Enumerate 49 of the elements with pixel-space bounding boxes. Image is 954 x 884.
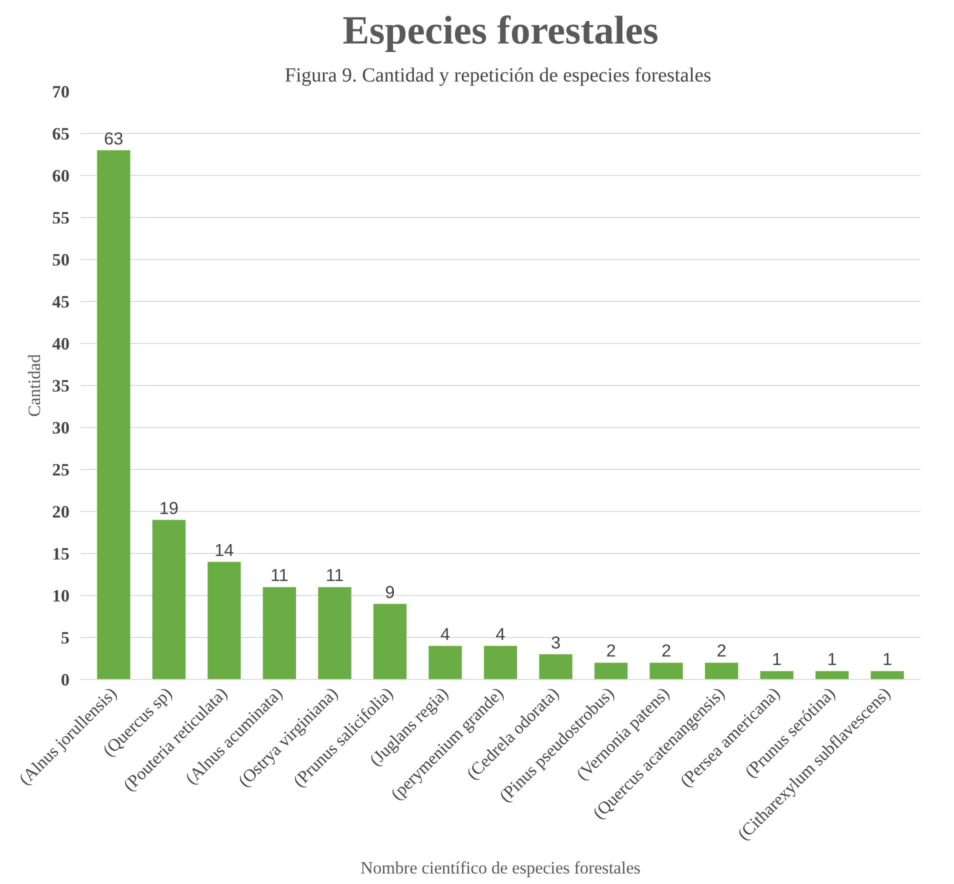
y-tick-label: 60 [52,166,70,186]
bar [539,654,572,680]
data-label: 63 [104,128,124,148]
bar [373,604,407,680]
y-tick-label: 55 [52,208,70,228]
bar [704,662,738,680]
bar [318,587,352,680]
bar [594,662,628,680]
y-tick-label: 20 [52,502,70,522]
data-label: 9 [385,582,395,602]
bar [208,562,241,680]
y-tick-label: 65 [52,124,70,144]
data-label: 1 [882,649,892,670]
data-label: 1 [827,649,837,670]
bar [760,671,794,680]
bar [816,671,849,680]
y-tick-label: 0 [60,670,70,690]
bar [484,646,518,680]
y-axis-title: Cantidad [25,354,44,417]
data-label: 2 [661,640,672,661]
bar [870,671,904,680]
data-label: 14 [214,540,234,560]
y-tick-label: 5 [60,628,70,648]
y-tick-label: 25 [52,460,70,480]
bar [650,662,683,680]
bar [262,587,296,680]
y-tick-label: 45 [52,292,70,312]
y-tick-label: 35 [52,376,70,396]
data-label: 4 [440,624,450,644]
data-label: 19 [159,498,179,518]
chart-title: Especies forestales [342,8,658,52]
y-tick-label: 70 [52,82,70,102]
bar [428,646,462,680]
bar [97,150,130,680]
data-label: 11 [326,565,344,586]
y-tick-label: 10 [52,586,70,606]
y-tick-label: 50 [52,250,70,270]
y-tick-label: 15 [52,544,70,564]
data-label: 3 [550,632,561,652]
x-axis-title: Nombre científico de especies forestales [360,858,641,878]
data-label: 11 [270,565,288,586]
data-label: 4 [496,624,506,644]
y-tick-label: 40 [52,334,70,354]
data-label: 2 [606,640,616,661]
text: Figura 9. Cantidad y repetición de especies forestales [284,64,712,86]
bar [152,520,186,680]
y-tick-label: 30 [52,418,70,438]
data-label: 1 [772,649,782,670]
data-label: 2 [716,640,726,661]
